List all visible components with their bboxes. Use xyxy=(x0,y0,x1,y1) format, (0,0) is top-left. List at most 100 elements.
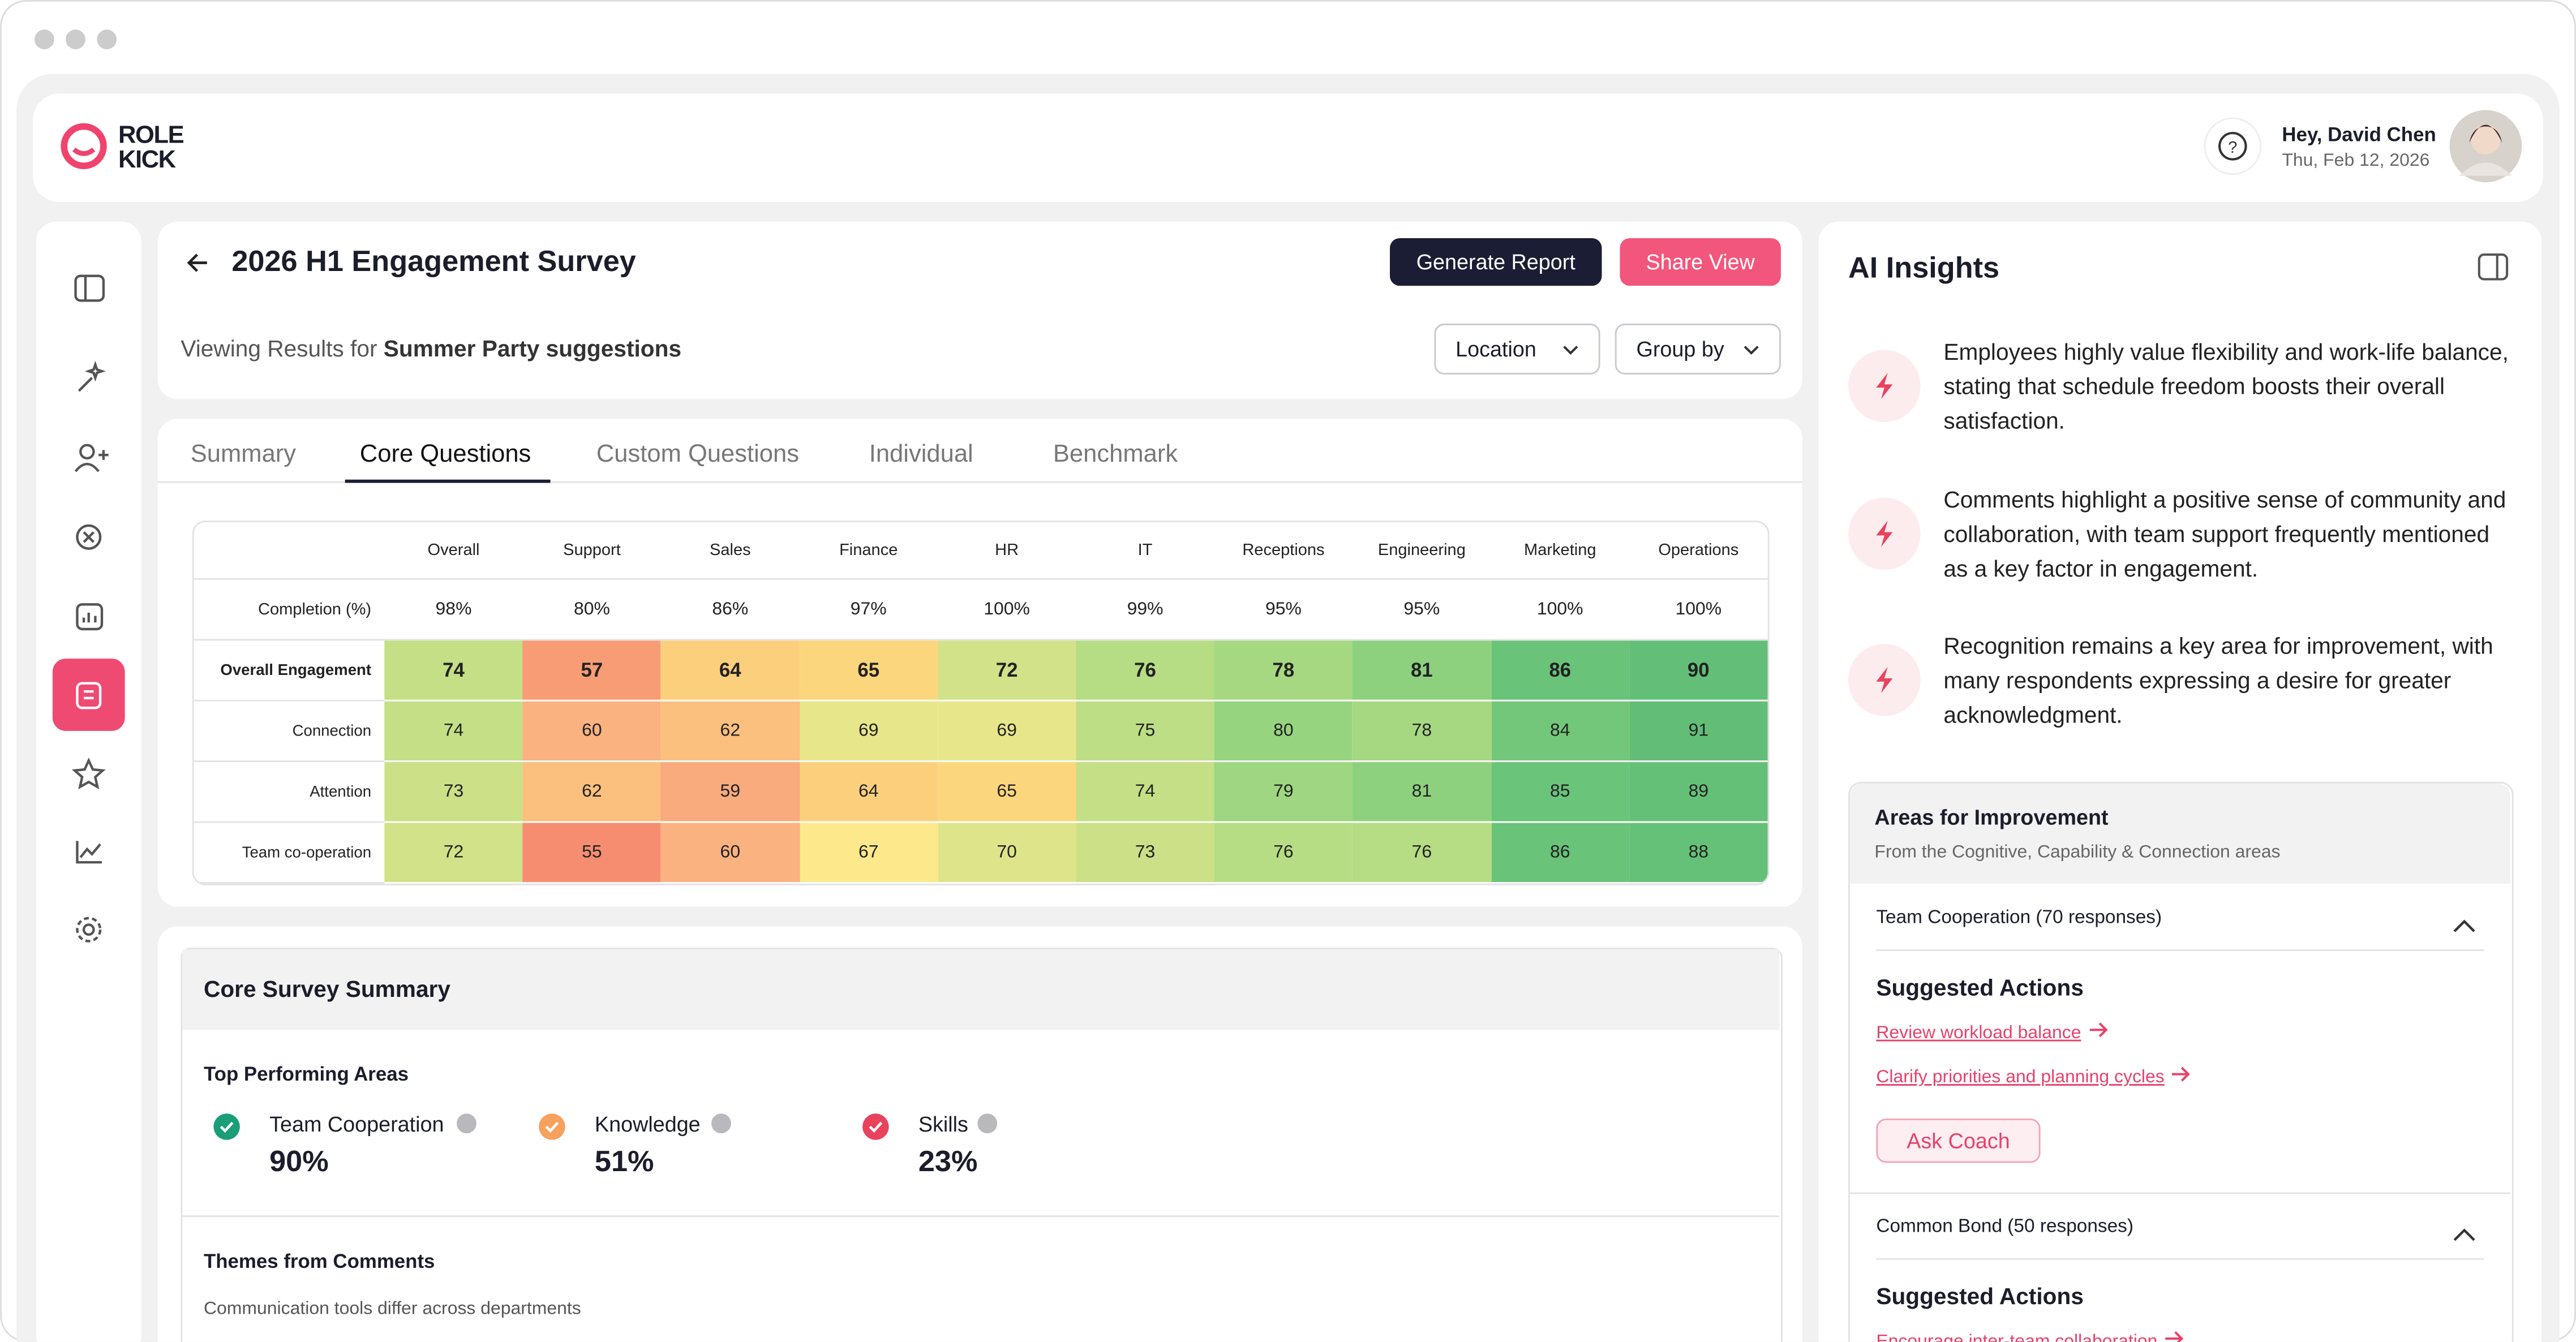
filter-label: Group by xyxy=(1636,337,1724,362)
current-date: Thu, Feb 12, 2026 xyxy=(2282,151,2430,171)
heatmap-table: Overall Support Sales Finance HR IT Receptions… xyxy=(194,522,1768,884)
area-name: Team Cooperation xyxy=(269,1112,444,1137)
completion-cell: 99% xyxy=(1076,579,1214,641)
heatmap-cell: 60 xyxy=(661,822,800,884)
arrow xyxy=(2089,1022,2107,1038)
improvement-panel xyxy=(1848,781,2514,1342)
action-link[interactable]: Clarify priorities and planning cycles xyxy=(1876,1066,2194,1087)
heatmap-row: Attention 73 62 59 64 65 74 79 81 85 89 xyxy=(194,761,1768,823)
heatmap-cell: 89 xyxy=(1629,761,1768,823)
row-label: Connection xyxy=(194,700,385,763)
status-icon xyxy=(862,1113,889,1140)
divider xyxy=(182,1215,1780,1218)
actions-title: Suggested Actions xyxy=(1876,974,2084,1000)
group-divider xyxy=(1849,1192,2510,1194)
heatmap-row: Overall Engagement 74 57 64 65 72 76 78 81 86 90 xyxy=(194,639,1768,702)
nav-people[interactable] xyxy=(74,444,109,472)
column-header: Sales xyxy=(661,522,800,580)
nav-reports[interactable] xyxy=(76,603,104,631)
tab[interactable]: Benchmark xyxy=(1053,440,1178,468)
improvement-subtitle: From the Cognitive, Capability & Connect… xyxy=(1874,842,2281,863)
button-label: Ask Coach xyxy=(1907,1128,2010,1153)
panel-toggle[interactable] xyxy=(2478,253,2510,282)
summary-panel xyxy=(181,948,1783,1342)
logo-text: ROLE KICK xyxy=(118,123,184,174)
group-header[interactable]: Team Cooperation (70 responses) xyxy=(1876,908,2162,928)
group-by-filter[interactable]: Group by xyxy=(1615,323,1781,375)
nav-settings[interactable] xyxy=(76,917,102,943)
collapse-chevron[interactable] xyxy=(2453,911,2476,941)
heatmap-cell: 86 xyxy=(1491,639,1629,702)
generate-report-button[interactable]: Generate Report xyxy=(1390,238,1602,286)
completion-cell: 98% xyxy=(384,579,523,641)
tab[interactable]: Core Questions xyxy=(359,440,531,468)
collapse-chevron[interactable] xyxy=(2453,1220,2476,1250)
group-header[interactable]: Common Bond (50 responses) xyxy=(1876,1217,2133,1237)
heatmap-cell: 65 xyxy=(937,761,1076,823)
summary-title: Core Survey Summary xyxy=(203,975,450,1002)
completion-cell: 100% xyxy=(937,579,1076,641)
column-header: Operations xyxy=(1629,522,1768,580)
info-icon[interactable] xyxy=(977,1113,998,1134)
tab[interactable]: Individual xyxy=(869,440,973,468)
column-header: Overall xyxy=(384,522,523,580)
nav-surveys[interactable] xyxy=(76,682,102,709)
nav-trends[interactable] xyxy=(76,841,102,864)
heatmap-cell: 62 xyxy=(661,700,800,763)
sidebar-icons xyxy=(71,274,109,943)
info-icon[interactable] xyxy=(457,1113,476,1134)
user-avatar[interactable] xyxy=(2449,110,2522,183)
logo-line: KICK xyxy=(118,146,176,174)
summary-panel-header xyxy=(182,949,1780,1030)
share-view-button[interactable]: Share View xyxy=(1620,238,1781,286)
heatmap-cell: 64 xyxy=(661,639,800,702)
heatmap-cell: 72 xyxy=(384,822,523,884)
heatmap-cell: 67 xyxy=(799,822,938,884)
action-link[interactable]: Review workload balance xyxy=(1876,1022,2110,1043)
actions-title: Suggested Actions xyxy=(1876,1283,2084,1309)
heatmap-cell: 76 xyxy=(1076,639,1214,702)
survey-title: 2026 H1 Engagement Survey xyxy=(231,244,636,278)
divider xyxy=(1876,949,2484,951)
nav-favorites[interactable] xyxy=(71,757,106,790)
tab[interactable]: Custom Questions xyxy=(596,440,800,468)
help-button[interactable]: ? xyxy=(2203,117,2262,176)
row-label: Completion (%) xyxy=(194,579,385,641)
completion-cell: 100% xyxy=(1629,579,1768,641)
tab[interactable]: Summary xyxy=(190,440,297,468)
viewing-prefix: Viewing Results for xyxy=(181,335,377,362)
location-filter[interactable]: Location xyxy=(1434,323,1600,375)
heatmap-cell: 72 xyxy=(937,639,1076,702)
check xyxy=(220,1121,234,1133)
nav-toggle[interactable] xyxy=(74,274,105,302)
heatmap-cell: 59 xyxy=(661,761,800,823)
chevron-up xyxy=(2453,1228,2475,1241)
row-label: Attention xyxy=(194,761,385,823)
ask-coach-button[interactable]: Ask Coach xyxy=(1876,1119,2041,1163)
heatmap-cell: 74 xyxy=(384,700,523,763)
info-icon[interactable] xyxy=(711,1113,731,1134)
area-value: 90% xyxy=(269,1145,329,1178)
check xyxy=(869,1121,883,1133)
row-label: Overall Engagement xyxy=(194,639,385,702)
heatmap-cell: 79 xyxy=(1214,761,1353,823)
heatmap-cell: 75 xyxy=(1076,700,1214,763)
nav-target[interactable] xyxy=(76,524,102,550)
status-icon xyxy=(539,1113,565,1140)
back-button[interactable] xyxy=(184,250,210,276)
nav-ai[interactable] xyxy=(78,360,106,392)
viewing-text: Viewing Results for Summer Party suggest… xyxy=(181,335,681,361)
completion-cell: 86% xyxy=(661,579,800,641)
action-link[interactable]: Encourage inter-team collaboration xyxy=(1876,1331,2187,1342)
heatmap-cell: 64 xyxy=(799,761,938,823)
heatmap-cell: 65 xyxy=(799,639,938,702)
active-nav-bg xyxy=(52,659,125,731)
filter-label: Location xyxy=(1456,337,1536,362)
completion-cell: 80% xyxy=(522,579,662,641)
insight-text: Comments highlight a positive sense of c… xyxy=(1943,486,2506,582)
insight-icon xyxy=(1848,350,1921,423)
heatmap-cell: 73 xyxy=(1076,822,1214,884)
insights-title: AI Insights xyxy=(1848,251,2000,285)
heatmap-header-row: Overall Support Sales Finance HR IT Receptions… xyxy=(194,522,1768,580)
